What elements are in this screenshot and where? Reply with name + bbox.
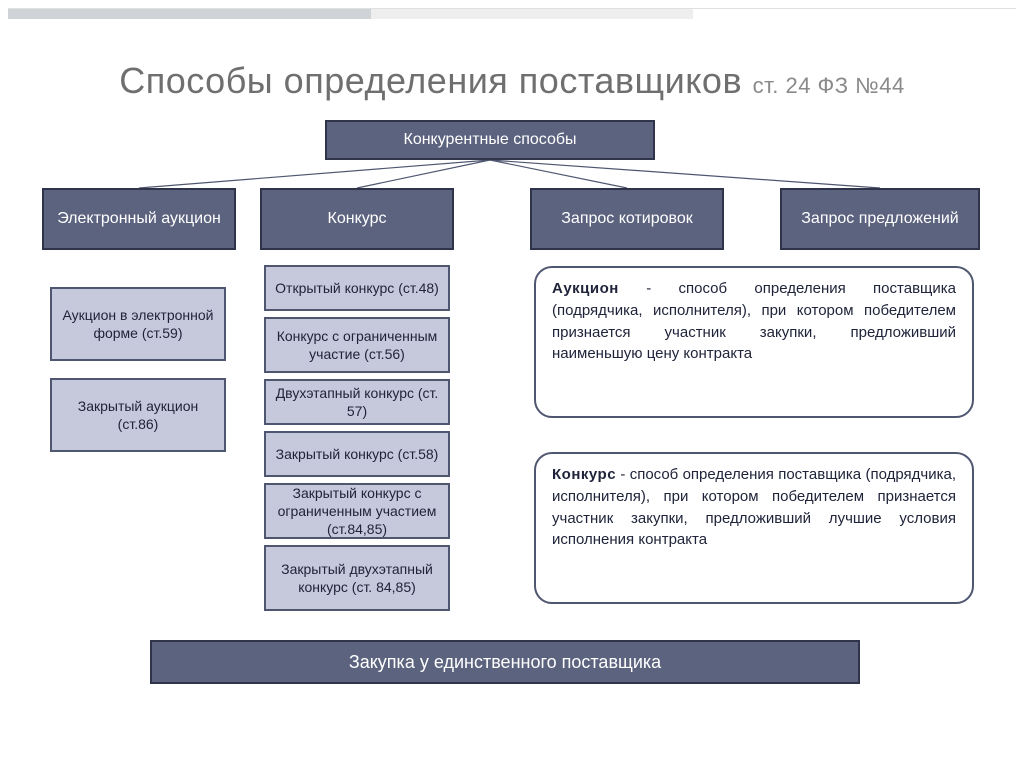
node-open-contest: Открытый конкурс (ст.48)	[264, 265, 450, 311]
node-closed-auction: Закрытый аукцион (ст.86)	[50, 378, 226, 452]
node-offers-request: Запрос предложений	[780, 188, 980, 250]
node-closed-limited-contest: Закрытый конкурс с ограниченным участием…	[264, 483, 450, 539]
node-contest: Конкурс	[260, 188, 454, 250]
node-closed-two-stage-contest: Закрытый двухэтапный конкурс (ст. 84,85)	[264, 545, 450, 611]
node-root: Конкурентные способы	[325, 120, 655, 160]
definition-contest-text: Конкурс - способ определения поставщика …	[552, 466, 956, 548]
diagram-canvas: Конкурентные способы Электронный аукцион…	[0, 0, 1024, 767]
node-electronic-auction: Электронный аукцион	[42, 188, 236, 250]
node-auction-electronic-form: Аукцион в электронной форме (ст.59)	[50, 287, 226, 361]
node-single-supplier: Закупка у единственного поставщика	[150, 640, 860, 684]
node-quotes-request: Запрос котировок	[530, 188, 724, 250]
node-two-stage-contest: Двухэтапный конкурс (ст. 57)	[264, 379, 450, 425]
definition-contest: Конкурс - способ определения поставщика …	[534, 452, 974, 604]
node-limited-contest: Конкурс с ограниченным участие (ст.56)	[264, 317, 450, 373]
definition-auction-text: Аукцион - способ определения поставщика …	[552, 280, 956, 362]
node-closed-contest: Закрытый конкурс (ст.58)	[264, 431, 450, 477]
definition-auction: Аукцион - способ определения поставщика …	[534, 266, 974, 418]
